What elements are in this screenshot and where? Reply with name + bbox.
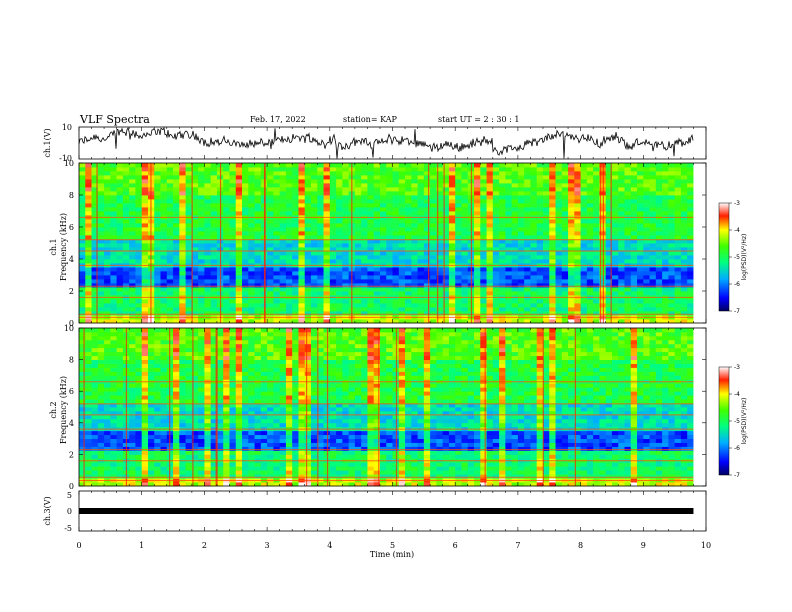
ch2-colorbar: -3 -4 -5 -6 -7 log(PSD)(V²/Hz) — [718, 364, 748, 479]
ch2-spec-ylabel-freq: Frequency (kHz) — [59, 376, 68, 444]
x-tick-label: 1 — [139, 541, 144, 550]
x-tick-label: 8 — [578, 541, 583, 550]
ch1-colorbar-tick: -4 — [734, 227, 740, 234]
ch1-colorbar-label: log(PSD)(V²/Hz) — [741, 234, 748, 281]
ch3-ylabel: ch.3(V) — [43, 496, 52, 525]
ch1-ytick-top: 10 — [62, 123, 72, 132]
ch2-colorbar-tick: -7 — [734, 472, 740, 479]
x-tick-label: 7 — [515, 541, 520, 550]
ch1-spec-ytick-label: 8 — [69, 191, 74, 200]
ch1-spec-ytick-label: 4 — [69, 255, 74, 264]
ch1-colorbar-tick: -6 — [734, 281, 740, 288]
x-tick-label: 4 — [327, 541, 332, 550]
x-tick-label: 9 — [641, 541, 646, 550]
ch2-spec-ytick-label: 4 — [69, 419, 74, 428]
ch1-colorbar-tick: -7 — [734, 308, 740, 315]
date-label: Feb. 17, 2022 — [250, 115, 306, 124]
ch1-spec-ytick-label: 2 — [69, 287, 74, 296]
ch1-spec-ylabel-freq: Frequency (kHz) — [59, 213, 68, 281]
x-tick-label: 2 — [202, 541, 207, 550]
ch2-colorbar-tick: -6 — [734, 445, 740, 452]
ch2-spectrogram-panel: 0 2 4 6 8 10 ch.2 Frequency (kHz) -3 -4 -5 -6 -7 … — [49, 324, 748, 491]
ch2-spec-ytick-label: 8 — [69, 356, 74, 365]
ch2-spec-ytick-label: 6 — [69, 387, 74, 396]
ch1-spec-ytick-label: 6 — [69, 223, 74, 232]
ch1-colorbar-tick: -3 — [734, 200, 740, 207]
ch2-colorbar-tick: -4 — [734, 391, 740, 398]
ch2-colorbar-tick: -5 — [734, 418, 740, 425]
ch1-waveform-line — [78, 126, 694, 159]
ch3-waveform-panel: 5 0 -5 ch.3(V) — [43, 490, 707, 533]
figure-title: VLF Spectra — [79, 113, 150, 126]
ch1-spectrogram-image — [79, 163, 706, 324]
ch1-spec-ytick-label: 0 — [69, 319, 74, 328]
ch2-spec-ylabel-channel: ch.2 — [49, 401, 58, 418]
x-tick-label: 5 — [390, 541, 395, 550]
ch1-spec-ylabel-channel: ch.1 — [49, 238, 58, 255]
ch1-ylabel: ch.1(V) — [43, 128, 52, 157]
x-tick-label: 3 — [265, 541, 270, 550]
ch2-spec-ytick-label: 0 — [69, 482, 74, 491]
ch2-colorbar-tick: -3 — [734, 364, 740, 371]
ch1-ytick-bottom: -10 — [59, 154, 72, 163]
ch1-spectrogram-panel: 0 2 4 6 8 10 ch.1 Frequency (kHz) -3 -4 -5 -6 -7 … — [49, 159, 748, 328]
ch2-colorbar-label: log(PSD)(V²/Hz) — [741, 398, 748, 445]
start-ut-label: start UT = 2 : 30 : 1 — [438, 115, 519, 124]
ch3-ytick-top: 5 — [67, 491, 72, 500]
ch3-ytick-bottom: -5 — [64, 524, 72, 533]
ch2-spec-ytick-label: 10 — [64, 324, 74, 333]
ch3-waveform-line — [79, 508, 694, 514]
x-axis: 0 1 2 3 4 5 6 7 8 9 10 — [76, 127, 711, 550]
ch1-spec-ytick-label: 10 — [64, 159, 74, 168]
x-tick-label: 0 — [76, 541, 81, 550]
ch3-ytick-mid: 0 — [67, 507, 72, 516]
ch1-colorbar-tick: -5 — [734, 254, 740, 261]
ch2-spec-ytick-label: 2 — [69, 450, 74, 459]
ch1-waveform-panel: 10 -10 ch.1(V) — [43, 123, 707, 163]
x-tick-label: 10 — [701, 541, 711, 550]
x-axis-label: Time (min) — [370, 550, 414, 559]
ch1-colorbar: -3 -4 -5 -6 -7 log(PSD)(V²/Hz) — [718, 200, 748, 315]
x-tick-label: 6 — [453, 541, 458, 550]
ch2-spectrogram-image — [79, 328, 706, 487]
station-label: station= KAP — [343, 115, 398, 124]
